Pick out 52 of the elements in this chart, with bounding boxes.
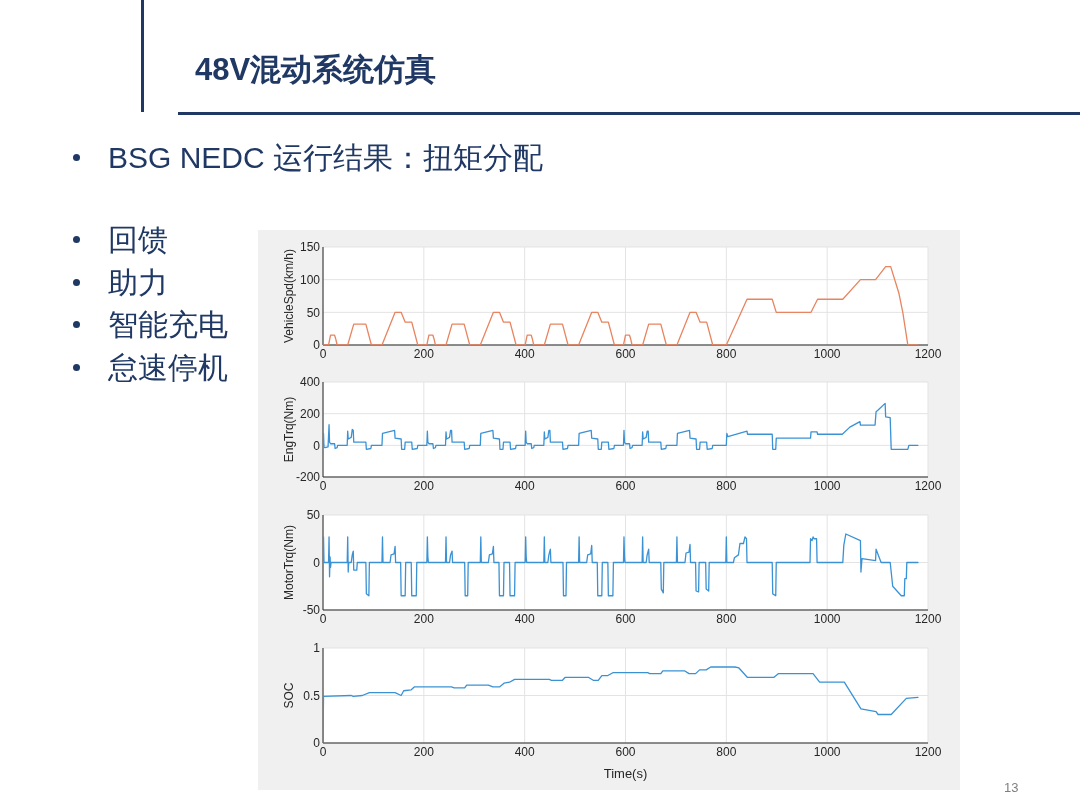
x-tick-label: 1000	[813, 346, 841, 361]
x-tick-label: 1200	[914, 478, 942, 493]
y-axis-title: SOC	[282, 682, 296, 709]
y-tick-label: 0.5	[303, 688, 321, 703]
y-axis-title: EngTrq(Nm)	[282, 396, 296, 463]
x-tick-label: 800	[716, 611, 737, 626]
x-tick-label: 200	[413, 346, 435, 361]
x-axis-title: Time(s)	[603, 766, 648, 781]
y-tick-label: 150	[299, 240, 321, 255]
y-tick-label: -50	[302, 603, 321, 618]
text: 回馈	[108, 223, 168, 256]
y-tick-label: 1	[313, 641, 321, 656]
x-tick-label: 400	[514, 346, 535, 361]
y-tick-label: 0	[313, 555, 321, 570]
x-tick-label: 1200	[914, 611, 942, 626]
y-tick-label: 400	[299, 375, 321, 390]
text: 智能充电	[108, 308, 228, 341]
y-axis-title: MotorTrq(Nm)	[282, 525, 296, 600]
x-tick-label: 600	[615, 744, 636, 759]
text: 48V混动系统仿真	[195, 52, 437, 87]
text: 怠速停机	[108, 350, 228, 384]
x-tick-label: 200	[413, 744, 435, 759]
x-tick-label: 1000	[813, 478, 841, 493]
x-tick-label: 600	[615, 346, 636, 361]
line-series	[323, 666, 919, 743]
x-tick-label: 600	[615, 611, 636, 626]
y-tick-label: 50	[306, 508, 321, 523]
line-series	[323, 265, 919, 345]
text: 13	[1004, 780, 1019, 795]
x-tick-label: 400	[514, 478, 535, 493]
y-tick-label: 0	[313, 438, 321, 453]
text: BSG NEDC 运行结果：扭矩分配	[108, 141, 544, 174]
x-tick-label: 800	[716, 478, 737, 493]
x-tick-label: 1000	[813, 744, 841, 759]
x-tick-label: 600	[615, 478, 636, 493]
x-tick-label: 1200	[914, 744, 942, 759]
x-tick-label: 200	[413, 478, 435, 493]
y-axis-title: VehicleSpd(km/h)	[282, 248, 296, 344]
x-tick-label: 800	[716, 744, 737, 759]
y-tick-label: 50	[306, 305, 321, 320]
y-tick-label: 100	[299, 272, 321, 287]
x-tick-label: 1000	[813, 611, 841, 626]
text: 助力	[108, 265, 168, 299]
x-tick-label: 800	[716, 346, 737, 361]
x-tick-label: 400	[514, 611, 535, 626]
y-tick-label: 200	[299, 406, 321, 421]
y-tick-label: -200	[295, 470, 321, 485]
x-tick-label: 1200	[914, 346, 942, 361]
x-tick-label: 400	[514, 744, 535, 759]
line-series	[323, 533, 919, 597]
x-tick-label: 200	[413, 611, 435, 626]
line-series	[323, 402, 919, 450]
